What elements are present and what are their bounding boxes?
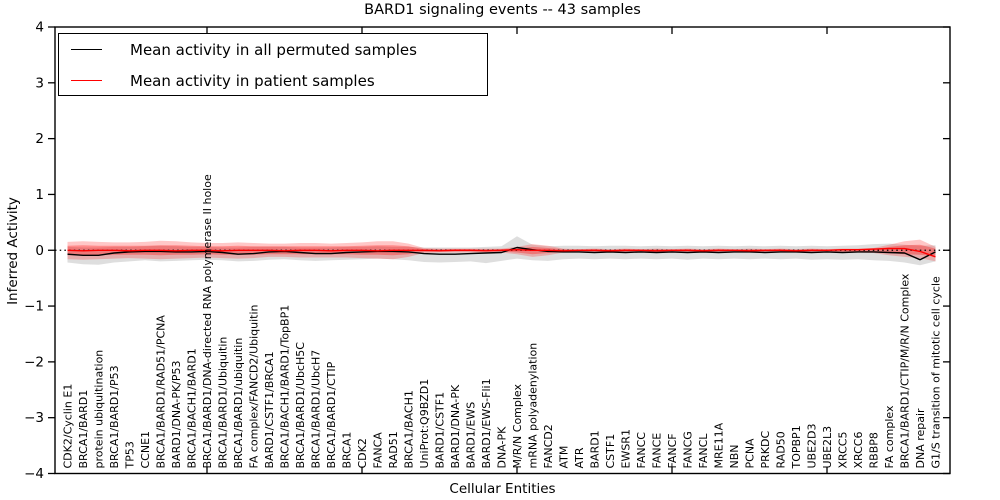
x-tick-label: MRE11A xyxy=(713,422,726,468)
x-tick-label: CSTF1 xyxy=(604,434,617,469)
y-tick-label: −1 xyxy=(24,299,44,315)
y-axis-label: Inferred Activity xyxy=(5,197,21,305)
x-tick-label: DNA-PK xyxy=(496,426,509,469)
x-tick-label: BRCA1/BARD1/CTIP xyxy=(325,361,338,468)
x-tick-label: CDK2 xyxy=(356,438,369,468)
x-tick-label: BARD1/DNA-PK xyxy=(449,384,462,468)
y-tick-label: 3 xyxy=(35,75,44,91)
legend-label: Mean activity in all permuted samples xyxy=(130,40,417,59)
y-tick-label: −2 xyxy=(24,354,44,370)
x-tick-label: FANCD2 xyxy=(542,424,555,468)
x-tick-label: FANCF xyxy=(666,433,679,468)
x-tick-label: UniProt:Q9BZD1 xyxy=(418,379,431,469)
x-tick-label: protein ubiquitination xyxy=(93,350,106,469)
x-tick-label: RBBP8 xyxy=(868,432,881,468)
x-tick-label: mRNA polyadenylation xyxy=(527,343,540,469)
x-tick-label: FA complex/FANCD2/Ubiquitin xyxy=(248,304,261,468)
y-tick-label: −3 xyxy=(24,410,44,426)
y-tick-label: 4 xyxy=(35,20,44,36)
x-tick-label: RAD50 xyxy=(775,431,788,468)
legend-label: Mean activity in patient samples xyxy=(130,71,375,90)
x-tick-label: BARD1/CSTF1/BRCA1 xyxy=(263,351,276,468)
x-tick-label: TP53 xyxy=(124,441,137,469)
x-tick-label: FANCA xyxy=(372,432,385,469)
x-tick-label: PCNA xyxy=(744,438,757,469)
x-tick-label: XRCC6 xyxy=(852,432,865,469)
x-tick-label: XRCC5 xyxy=(837,432,850,469)
x-tick-label: TOPBP1 xyxy=(790,425,803,469)
legend-line-icon xyxy=(71,80,102,81)
chart-title: BARD1 signaling events -- 43 samples xyxy=(364,2,641,18)
series-line-0 xyxy=(67,246,936,261)
x-tick-label: BARD1/EWS-Fli1 xyxy=(480,378,493,468)
y-tick-label: −4 xyxy=(24,466,44,482)
x-axis-label: Cellular Entities xyxy=(449,481,556,497)
x-tick-label: RAD51 xyxy=(387,431,400,468)
x-tick-label: PRKDC xyxy=(759,431,772,469)
x-tick-label: M/R/N Complex xyxy=(511,383,524,468)
legend: Mean activity in all permuted samples Me… xyxy=(58,33,488,96)
x-tick-label: BRCA1/BARD1/CTIP/M/R/N Complex xyxy=(899,273,912,468)
x-tick-label: UBE2L3 xyxy=(821,426,834,469)
x-tick-label: CDK2/Cyclin E1 xyxy=(62,384,75,469)
legend-line-icon xyxy=(71,49,102,50)
x-tick-label: BRCA1/BARD1 xyxy=(77,390,90,469)
x-tick-label: G1/S transition of mitotic cell cycle xyxy=(930,276,943,469)
x-tick-label: CCNE1 xyxy=(139,431,152,469)
x-tick-label: BARD1/DNA-PK/P53 xyxy=(170,360,183,468)
x-tick-label: FA complex xyxy=(883,405,896,468)
x-tick-label: FANCL xyxy=(697,433,710,469)
x-tick-label: BRCA1/BARD1/P53 xyxy=(108,365,121,468)
x-tick-label: ATM xyxy=(558,446,571,469)
y-tick-label: 2 xyxy=(35,131,44,147)
y-tick-label: 1 xyxy=(35,187,44,203)
x-tick-label: BRCA1/BARD1/DNA-directed RNA polymerase … xyxy=(201,174,214,468)
legend-item-patient: Mean activity in patient samples xyxy=(59,65,487,96)
x-tick-label: BARD1/CSTF1 xyxy=(434,392,447,469)
x-tick-label: BRCA1/BACH1/BARD1 xyxy=(186,348,199,468)
x-tick-label: FANCC xyxy=(635,432,648,469)
x-tick-label: DNA repair xyxy=(914,408,927,469)
x-tick-label: BRCA1/BARD1/UbcH5C xyxy=(294,342,307,469)
legend-item-permuted: Mean activity in all permuted samples xyxy=(59,34,487,65)
y-tick-label: 0 xyxy=(35,243,44,259)
x-tick-label: BRCA1/BACH1 xyxy=(403,390,416,468)
x-tick-label: BRCA1/BARD1/UbcH7 xyxy=(310,350,323,469)
x-tick-label: ATR xyxy=(573,447,586,468)
x-tick-label: BRCA1/BARD1/Ubiquitin xyxy=(217,337,230,469)
x-tick-label: EWSR1 xyxy=(620,429,633,468)
x-tick-label: NBN xyxy=(728,444,741,468)
series-line-1 xyxy=(67,247,936,258)
x-tick-label: UBE2D3 xyxy=(806,423,819,468)
x-tick-label: FANCE xyxy=(651,433,664,469)
x-tick-label: BARD1 xyxy=(589,430,602,468)
x-tick-label: BRCA1 xyxy=(341,432,354,469)
x-tick-label: BRCA1/BACH1/BARD1/TopBP1 xyxy=(279,305,292,469)
x-tick-label: BRCA1/BARD1/ubiquitin xyxy=(232,338,245,469)
x-tick-label: FANCG xyxy=(682,431,695,468)
x-tick-label: BARD1/EWS xyxy=(465,402,478,469)
x-tick-label: BRCA1/BARD1/RAD51/PCNA xyxy=(155,315,168,469)
